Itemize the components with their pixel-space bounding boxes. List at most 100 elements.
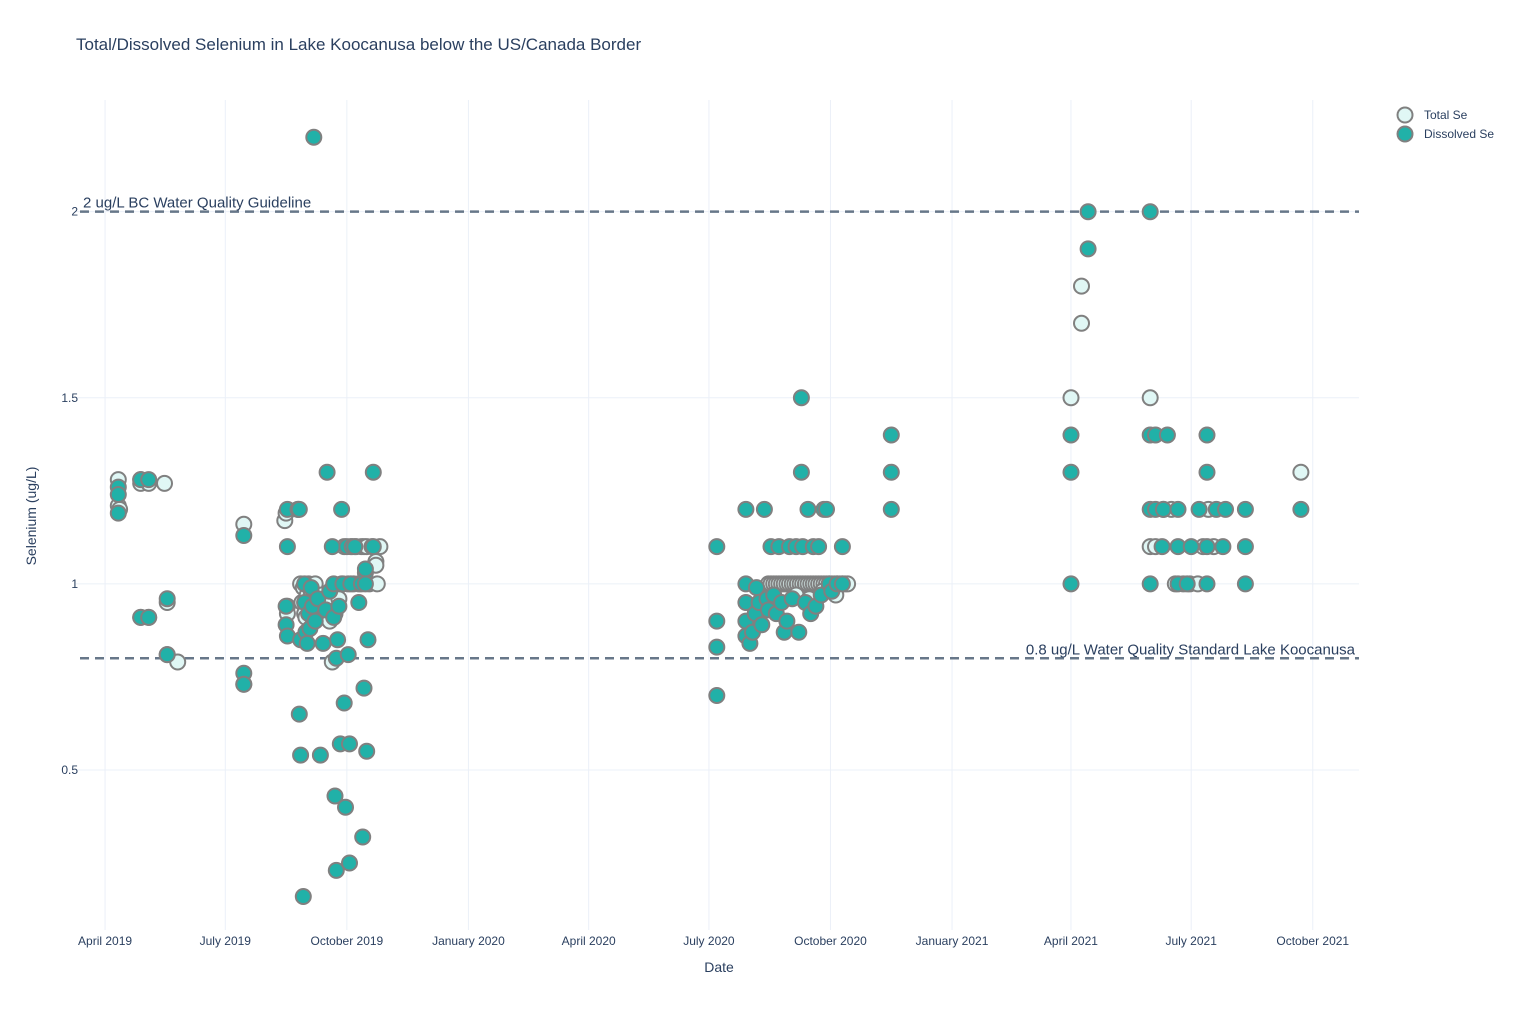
data-point[interactable] xyxy=(799,500,817,518)
data-point[interactable] xyxy=(350,594,368,611)
data-point[interactable] xyxy=(358,742,376,760)
data-point[interactable] xyxy=(882,500,900,518)
data-point[interactable] xyxy=(778,612,796,630)
data-point[interactable] xyxy=(1062,575,1080,593)
data-point[interactable] xyxy=(708,638,726,656)
data-point[interactable] xyxy=(810,538,828,556)
data-point[interactable] xyxy=(792,463,810,481)
data-point[interactable] xyxy=(833,575,851,593)
data-point[interactable] xyxy=(306,612,324,630)
data-point[interactable] xyxy=(1079,203,1097,221)
data-point[interactable] xyxy=(818,500,835,518)
data-point[interactable] xyxy=(1073,277,1090,295)
data-point[interactable] xyxy=(1198,538,1216,556)
data-point[interactable] xyxy=(1062,426,1080,444)
x-tick-label: January 2020 xyxy=(432,934,505,948)
chart-title: Total/Dissolved Selenium in Lake Koocanu… xyxy=(76,35,641,54)
data-point[interactable] xyxy=(298,634,316,652)
data-point[interactable] xyxy=(356,560,374,578)
x-tick-label: April 2020 xyxy=(562,934,616,948)
data-point[interactable] xyxy=(1178,575,1196,593)
data-point[interactable] xyxy=(341,735,358,753)
data-point[interactable] xyxy=(277,597,295,615)
data-point[interactable] xyxy=(314,634,332,652)
data-point[interactable] xyxy=(359,631,377,649)
data-point[interactable] xyxy=(1062,463,1080,481)
data-point[interactable] xyxy=(354,828,372,846)
data-point[interactable] xyxy=(1169,500,1187,518)
data-point[interactable] xyxy=(330,597,348,615)
data-point[interactable] xyxy=(235,527,253,544)
data-point[interactable] xyxy=(158,646,176,664)
data-point[interactable] xyxy=(1292,500,1310,518)
data-point[interactable] xyxy=(140,471,158,489)
data-point[interactable] xyxy=(294,888,312,905)
data-point[interactable] xyxy=(329,631,347,649)
data-point[interactable] xyxy=(737,500,755,518)
legend[interactable]: Total Se Dissolved Se xyxy=(1396,106,1495,143)
data-point[interactable] xyxy=(278,538,296,556)
data-point[interactable] xyxy=(708,687,726,704)
data-point[interactable] xyxy=(290,500,308,518)
data-point[interactable] xyxy=(1182,538,1200,556)
data-point[interactable] xyxy=(290,705,308,723)
data-point[interactable] xyxy=(1153,538,1171,556)
data-point[interactable] xyxy=(1236,575,1254,593)
data-point[interactable] xyxy=(1236,500,1254,518)
data-point[interactable] xyxy=(309,590,327,608)
data-point[interactable] xyxy=(882,426,900,444)
data-point[interactable] xyxy=(109,486,127,503)
data-point[interactable] xyxy=(318,463,336,481)
data-point[interactable] xyxy=(326,787,344,805)
data-point[interactable] xyxy=(158,590,176,608)
data-point[interactable] xyxy=(323,538,341,556)
data-point[interactable] xyxy=(311,746,329,764)
legend-item[interactable]: Dissolved Se xyxy=(1396,125,1495,143)
data-point[interactable] xyxy=(1190,500,1208,518)
data-point[interactable] xyxy=(109,504,127,522)
data-point[interactable] xyxy=(792,389,810,407)
data-point[interactable] xyxy=(833,538,851,556)
data-point[interactable] xyxy=(1236,538,1254,556)
data-point[interactable] xyxy=(1141,389,1159,407)
legend-marker xyxy=(1396,106,1414,124)
data-point[interactable] xyxy=(708,538,726,556)
data-point[interactable] xyxy=(305,128,323,146)
data-point[interactable] xyxy=(1214,538,1232,556)
data-point[interactable] xyxy=(1141,575,1159,593)
data-point[interactable] xyxy=(1217,500,1234,518)
data-point[interactable] xyxy=(1079,240,1097,258)
data-point[interactable] xyxy=(364,463,382,481)
legend-item[interactable]: Total Se xyxy=(1396,106,1468,124)
data-point[interactable] xyxy=(356,575,374,593)
data-point[interactable] xyxy=(790,623,808,641)
data-point[interactable] xyxy=(292,746,310,764)
data-point[interactable] xyxy=(337,798,354,816)
data-point[interactable] xyxy=(1198,575,1216,593)
data-point[interactable] xyxy=(1073,314,1090,332)
data-point[interactable] xyxy=(140,608,158,626)
data-point[interactable] xyxy=(235,675,253,693)
data-point[interactable] xyxy=(753,616,771,634)
data-point[interactable] xyxy=(346,538,364,556)
data-point[interactable] xyxy=(1292,463,1310,481)
data-point[interactable] xyxy=(1198,426,1216,444)
data-point[interactable] xyxy=(1198,463,1216,481)
data-point[interactable] xyxy=(1141,203,1159,221)
data-point[interactable] xyxy=(333,500,351,518)
data-point[interactable] xyxy=(755,500,773,518)
data-point[interactable] xyxy=(341,854,358,872)
data-point[interactable] xyxy=(364,538,382,556)
data-point[interactable] xyxy=(1062,389,1080,407)
data-point[interactable] xyxy=(156,474,173,492)
data-point[interactable] xyxy=(1158,426,1176,444)
data-point[interactable] xyxy=(335,694,353,712)
reference-lines: 2 ug/L BC Water Quality Guideline 0.8 ug/… xyxy=(80,195,1359,660)
data-point[interactable] xyxy=(339,646,357,664)
data-point[interactable] xyxy=(327,861,345,879)
data-point[interactable] xyxy=(1154,500,1172,518)
data-point[interactable] xyxy=(355,679,373,697)
data-point[interactable] xyxy=(882,463,900,481)
data-point[interactable] xyxy=(708,612,726,630)
